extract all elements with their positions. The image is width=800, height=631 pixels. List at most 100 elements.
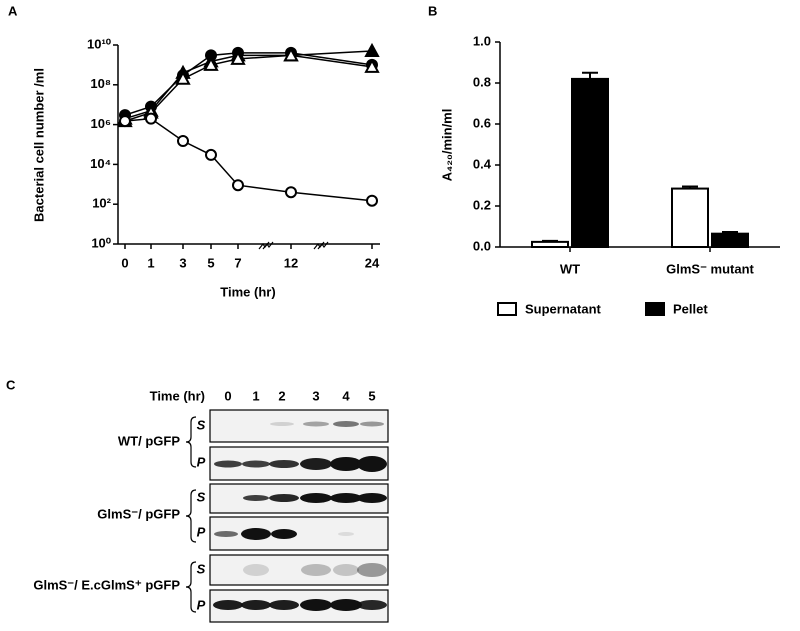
band [357, 493, 387, 503]
bracket [185, 561, 197, 613]
time-label: 3 [312, 388, 319, 403]
legend-label: Supernatant [525, 301, 602, 316]
band [300, 458, 332, 470]
band [357, 600, 387, 610]
legend-label: Pellet [673, 301, 708, 316]
x-axis-label: Time (hr) [220, 284, 275, 299]
y-tick-label: 10⁴ [90, 156, 111, 171]
band [214, 531, 238, 537]
marker [366, 194, 378, 207]
lane-label: S [197, 417, 206, 432]
lane-label: P [197, 597, 206, 612]
y-axis-label: A₄₂₀/min/ml [439, 109, 454, 182]
time-label: 0 [224, 388, 231, 403]
band [300, 493, 332, 503]
blots [209, 409, 389, 623]
panel-label: A [8, 3, 18, 18]
band [300, 599, 332, 611]
y-tick-label: 0.4 [473, 156, 492, 171]
band [214, 460, 242, 468]
blot [209, 409, 389, 443]
lane-label: S [197, 489, 206, 504]
band [357, 563, 387, 577]
brackets [185, 416, 197, 613]
group-label: GlmS⁻/ pGFP [97, 506, 180, 521]
band [269, 600, 299, 610]
y-tick-label: 0.2 [473, 197, 491, 212]
axis-breaks [258, 241, 329, 250]
x-tick-label: 24 [365, 255, 380, 270]
x-tick-label: 12 [284, 255, 298, 270]
legend-swatch [645, 302, 665, 316]
band [330, 493, 362, 503]
error-bar [582, 71, 598, 79]
band [330, 457, 362, 471]
x-tick-label: 3 [179, 255, 186, 270]
band [269, 494, 299, 502]
marker [145, 112, 157, 125]
series-line [124, 117, 373, 202]
y-tick-label: 10⁸ [90, 76, 111, 91]
group-label: WT/ pGFP [118, 433, 180, 448]
band [303, 421, 329, 427]
lane-label: P [197, 454, 206, 469]
y-tick-label: 0.0 [473, 238, 491, 253]
time-label: 4 [342, 388, 350, 403]
marker [285, 186, 297, 199]
marker [364, 58, 380, 73]
band [360, 421, 384, 427]
y-tick-label: 10⁰ [91, 235, 111, 250]
band [301, 564, 331, 576]
legend-swatch [497, 302, 517, 316]
time-label: 2 [278, 388, 285, 403]
group-label: GlmS⁻/ E.cGlmS⁺ pGFP [33, 577, 180, 592]
bracket [185, 416, 197, 468]
band [269, 460, 299, 468]
y-tick-label: 0.6 [473, 115, 491, 130]
marker [232, 179, 244, 192]
marker [175, 70, 191, 85]
band [243, 564, 269, 576]
marker [364, 42, 380, 57]
band [270, 422, 294, 426]
marker [119, 115, 131, 128]
lane-label: S [197, 561, 206, 576]
band [333, 564, 359, 576]
band [241, 600, 271, 610]
blot [209, 554, 389, 586]
time-label: Time (hr) [150, 388, 205, 403]
blot [209, 516, 389, 551]
series-line [124, 54, 373, 122]
y-tick-label: 10¹⁰ [87, 36, 112, 51]
marker [283, 47, 299, 62]
time-label: 5 [368, 388, 375, 403]
bar [711, 232, 749, 249]
x-tick-label: 7 [234, 255, 241, 270]
band [213, 600, 243, 610]
x-tick-label: 0 [121, 255, 128, 270]
axis-break [313, 241, 329, 250]
bracket [185, 489, 197, 543]
panel-label: C [6, 377, 16, 392]
band [330, 599, 362, 611]
band [357, 456, 387, 472]
y-tick-label: 0.8 [473, 74, 491, 89]
bar [531, 240, 569, 248]
marker [230, 50, 246, 65]
y-tick-label: 10² [92, 196, 111, 211]
band [338, 532, 354, 536]
x-tick-label: 1 [147, 255, 154, 270]
x-tick-label: 5 [207, 255, 214, 270]
marker [203, 56, 219, 71]
y-tick-label: 10⁶ [91, 116, 111, 131]
marker [205, 148, 217, 161]
band [242, 460, 270, 468]
band [243, 495, 269, 501]
band [241, 528, 271, 540]
band [333, 421, 359, 427]
x-tick-label: WT [560, 261, 580, 276]
y-tick-label: 1.0 [473, 33, 491, 48]
panel-label: B [428, 3, 437, 18]
bar [571, 77, 609, 249]
